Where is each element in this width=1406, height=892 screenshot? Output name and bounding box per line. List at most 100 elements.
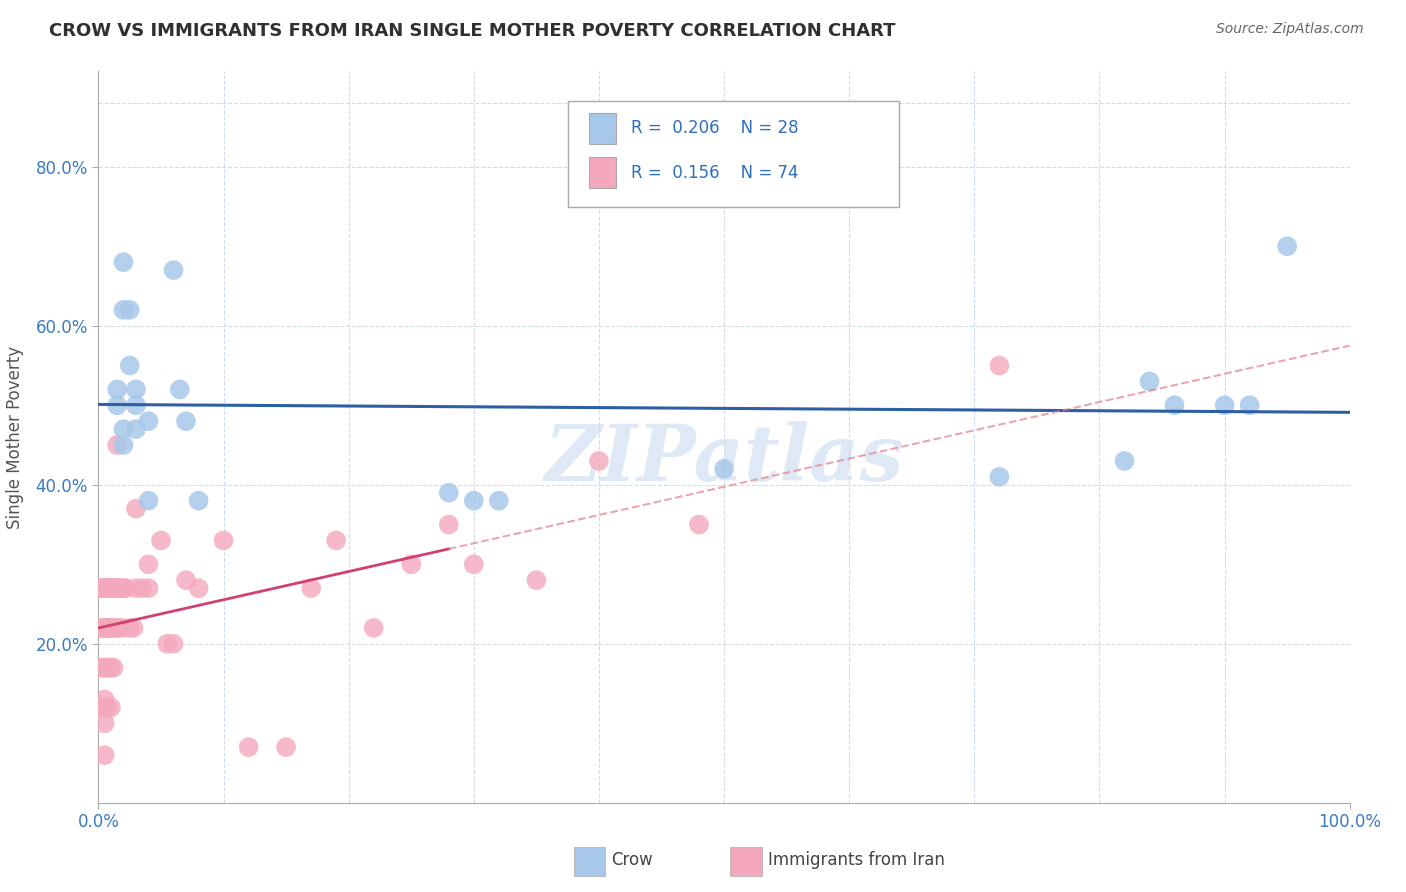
Point — [110, 581, 132, 595]
Point — [125, 501, 148, 516]
Point — [97, 581, 120, 595]
Point — [98, 621, 121, 635]
Point — [125, 383, 148, 397]
Point — [363, 621, 385, 635]
Point — [96, 621, 118, 635]
Point — [94, 581, 117, 595]
Point — [1277, 239, 1299, 253]
Point — [94, 621, 117, 635]
Point — [105, 398, 128, 412]
Point — [174, 414, 197, 428]
Point — [105, 621, 128, 635]
Point — [988, 359, 1011, 373]
Point — [104, 581, 127, 595]
Point — [1213, 398, 1236, 412]
Point — [93, 660, 115, 674]
Point — [112, 422, 135, 436]
Bar — [589, 113, 616, 144]
Point — [122, 621, 145, 635]
Point — [238, 740, 260, 755]
Point — [118, 621, 141, 635]
Point — [187, 493, 209, 508]
Point — [138, 414, 160, 428]
Point — [125, 398, 148, 412]
Point — [93, 621, 115, 635]
Point — [138, 581, 160, 595]
Point — [97, 621, 120, 635]
Point — [162, 263, 184, 277]
Point — [100, 660, 122, 674]
Point — [437, 485, 460, 500]
Point — [325, 533, 347, 548]
Point — [713, 462, 735, 476]
Point — [93, 581, 115, 595]
Point — [112, 255, 135, 269]
Point — [401, 558, 423, 572]
Point — [94, 660, 117, 674]
Point — [138, 493, 160, 508]
Point — [91, 621, 114, 635]
Point — [93, 581, 115, 595]
Point — [93, 581, 115, 595]
Point — [1139, 375, 1161, 389]
Point — [93, 660, 115, 674]
Point — [115, 581, 138, 595]
Point — [96, 660, 118, 674]
Point — [524, 573, 547, 587]
Text: R =  0.206    N = 28: R = 0.206 N = 28 — [631, 120, 799, 137]
Point — [274, 740, 298, 755]
Point — [93, 692, 115, 706]
Point — [174, 573, 197, 587]
Point — [187, 581, 209, 595]
Point — [100, 621, 122, 635]
Point — [93, 581, 115, 595]
Point — [156, 637, 179, 651]
Point — [212, 533, 235, 548]
Point — [100, 581, 122, 595]
Text: Immigrants from Iran: Immigrants from Iran — [768, 851, 945, 869]
Text: ZIPatlas: ZIPatlas — [544, 421, 904, 497]
Point — [437, 517, 460, 532]
Point — [988, 470, 1011, 484]
Point — [91, 581, 114, 595]
Point — [112, 581, 135, 595]
Point — [93, 581, 115, 595]
Point — [93, 748, 115, 763]
Text: CROW VS IMMIGRANTS FROM IRAN SINGLE MOTHER POVERTY CORRELATION CHART: CROW VS IMMIGRANTS FROM IRAN SINGLE MOTH… — [49, 22, 896, 40]
Point — [96, 700, 118, 714]
Point — [488, 493, 510, 508]
Point — [93, 621, 115, 635]
Point — [299, 581, 322, 595]
Point — [91, 700, 114, 714]
Point — [108, 581, 131, 595]
Point — [118, 302, 141, 317]
Bar — [589, 158, 616, 188]
Point — [111, 621, 134, 635]
Point — [112, 302, 135, 317]
Point — [169, 383, 191, 397]
Point — [91, 660, 114, 674]
Point — [96, 581, 118, 595]
Point — [93, 700, 115, 714]
Point — [105, 438, 128, 452]
FancyBboxPatch shape — [568, 101, 900, 207]
Point — [97, 660, 120, 674]
Point — [125, 581, 148, 595]
Point — [105, 581, 128, 595]
Text: R =  0.156    N = 74: R = 0.156 N = 74 — [631, 164, 799, 182]
Text: Source: ZipAtlas.com: Source: ZipAtlas.com — [1216, 22, 1364, 37]
Point — [150, 533, 173, 548]
Point — [131, 581, 153, 595]
Point — [463, 558, 485, 572]
Point — [94, 581, 117, 595]
Y-axis label: Single Mother Poverty: Single Mother Poverty — [7, 345, 24, 529]
Text: Crow: Crow — [612, 851, 654, 869]
Point — [118, 359, 141, 373]
Point — [125, 422, 148, 436]
Point — [1239, 398, 1261, 412]
Point — [105, 383, 128, 397]
Bar — [730, 847, 762, 876]
Point — [688, 517, 710, 532]
Point — [103, 581, 125, 595]
Point — [588, 454, 610, 468]
